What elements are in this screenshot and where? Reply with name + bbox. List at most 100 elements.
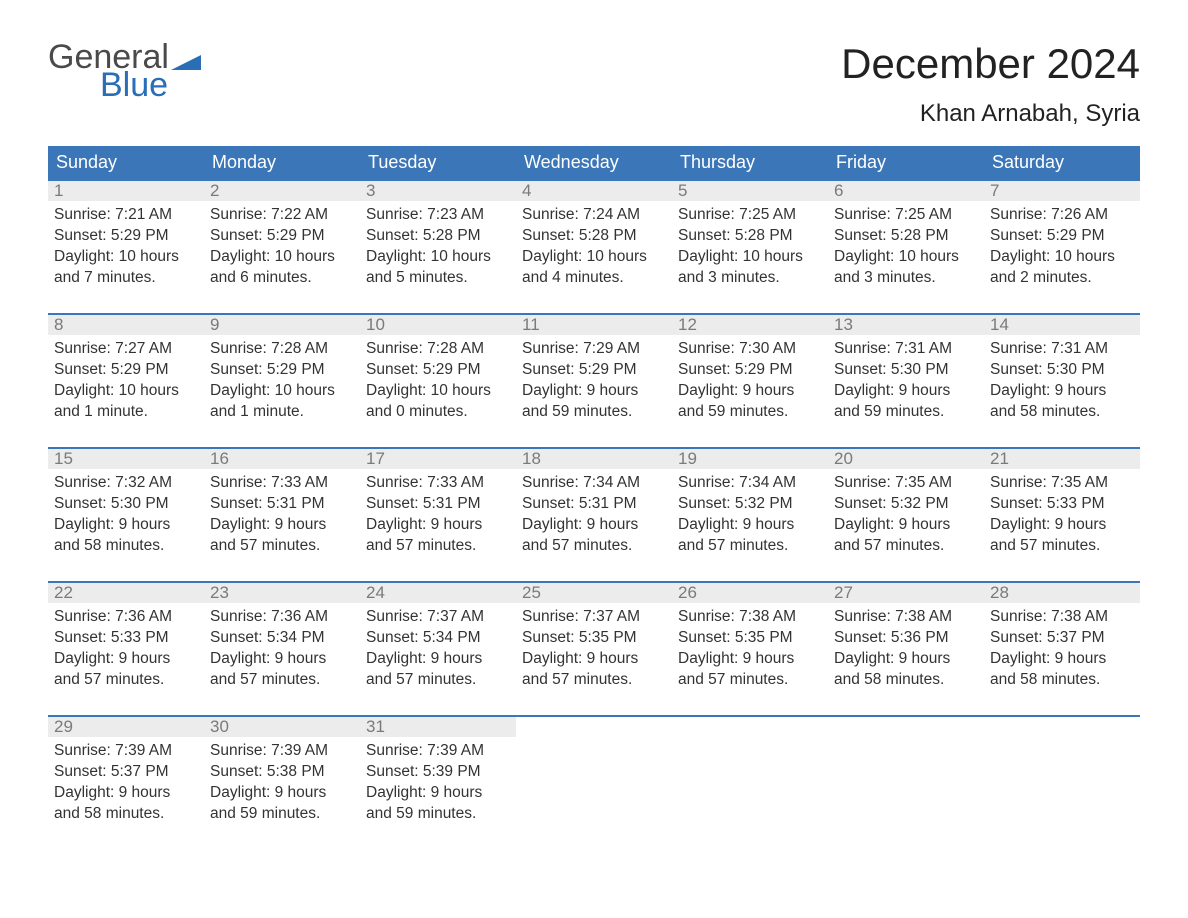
day-number-band: 30 [204, 717, 360, 737]
sunrise-text: Sunrise: 7:25 AM [834, 205, 978, 226]
sunset-text: Sunset: 5:30 PM [54, 494, 198, 515]
day-number-band: 15 [48, 449, 204, 469]
daylight2-text: and 59 minutes. [366, 804, 510, 825]
sunset-text: Sunset: 5:31 PM [210, 494, 354, 515]
day-cell: 1Sunrise: 7:21 AMSunset: 5:29 PMDaylight… [48, 181, 204, 301]
day-number: 15 [54, 449, 198, 469]
sunrise-text: Sunrise: 7:24 AM [522, 205, 666, 226]
day-number-band: 1 [48, 181, 204, 201]
week-row: 8Sunrise: 7:27 AMSunset: 5:29 PMDaylight… [48, 313, 1140, 435]
daylight2-text: and 57 minutes. [678, 670, 822, 691]
day-number: 14 [990, 315, 1134, 335]
day-number-band: 12 [672, 315, 828, 335]
day-cell: 18Sunrise: 7:34 AMSunset: 5:31 PMDayligh… [516, 449, 672, 569]
day-number-band: 3 [360, 181, 516, 201]
daylight2-text: and 4 minutes. [522, 268, 666, 289]
day-cell: 9Sunrise: 7:28 AMSunset: 5:29 PMDaylight… [204, 315, 360, 435]
daylight1-text: Daylight: 9 hours [210, 783, 354, 804]
header: General Blue December 2024 Khan Arnabah,… [48, 40, 1140, 138]
sunset-text: Sunset: 5:28 PM [522, 226, 666, 247]
day-cell: 3Sunrise: 7:23 AMSunset: 5:28 PMDaylight… [360, 181, 516, 301]
day-number-band: 8 [48, 315, 204, 335]
day-cell: 25Sunrise: 7:37 AMSunset: 5:35 PMDayligh… [516, 583, 672, 703]
day-number: 20 [834, 449, 978, 469]
daylight2-text: and 57 minutes. [522, 670, 666, 691]
sunset-text: Sunset: 5:29 PM [54, 360, 198, 381]
day-number: 18 [522, 449, 666, 469]
sunrise-text: Sunrise: 7:21 AM [54, 205, 198, 226]
day-number-band: 27 [828, 583, 984, 603]
sunrise-text: Sunrise: 7:27 AM [54, 339, 198, 360]
day-number-band: 4 [516, 181, 672, 201]
sunset-text: Sunset: 5:32 PM [834, 494, 978, 515]
day-cell: 11Sunrise: 7:29 AMSunset: 5:29 PMDayligh… [516, 315, 672, 435]
day-number: 1 [54, 181, 198, 201]
sunrise-text: Sunrise: 7:31 AM [990, 339, 1134, 360]
day-number: 9 [210, 315, 354, 335]
sunset-text: Sunset: 5:29 PM [210, 360, 354, 381]
sunrise-text: Sunrise: 7:28 AM [366, 339, 510, 360]
sunrise-text: Sunrise: 7:38 AM [834, 607, 978, 628]
daylight2-text: and 57 minutes. [834, 536, 978, 557]
day-cell: 19Sunrise: 7:34 AMSunset: 5:32 PMDayligh… [672, 449, 828, 569]
daylight1-text: Daylight: 10 hours [366, 381, 510, 402]
day-number-band: 20 [828, 449, 984, 469]
daylight1-text: Daylight: 9 hours [366, 515, 510, 536]
sunrise-text: Sunrise: 7:35 AM [990, 473, 1134, 494]
day-number: 17 [366, 449, 510, 469]
daylight2-text: and 57 minutes. [678, 536, 822, 557]
day-number-band: 17 [360, 449, 516, 469]
daylight2-text: and 0 minutes. [366, 402, 510, 423]
sunset-text: Sunset: 5:30 PM [990, 360, 1134, 381]
daylight1-text: Daylight: 10 hours [366, 247, 510, 268]
empty-day-cell [984, 717, 1140, 837]
day-number-band: 6 [828, 181, 984, 201]
sunset-text: Sunset: 5:37 PM [54, 762, 198, 783]
daylight2-text: and 3 minutes. [678, 268, 822, 289]
sunrise-text: Sunrise: 7:22 AM [210, 205, 354, 226]
sunrise-text: Sunrise: 7:37 AM [366, 607, 510, 628]
day-number-band: 25 [516, 583, 672, 603]
day-number: 28 [990, 583, 1134, 603]
day-cell: 28Sunrise: 7:38 AMSunset: 5:37 PMDayligh… [984, 583, 1140, 703]
sunrise-text: Sunrise: 7:39 AM [366, 741, 510, 762]
daylight1-text: Daylight: 9 hours [366, 783, 510, 804]
day-number-band: 16 [204, 449, 360, 469]
sunset-text: Sunset: 5:37 PM [990, 628, 1134, 649]
sunset-text: Sunset: 5:39 PM [366, 762, 510, 783]
daylight2-text: and 57 minutes. [366, 670, 510, 691]
day-cell: 15Sunrise: 7:32 AMSunset: 5:30 PMDayligh… [48, 449, 204, 569]
sunset-text: Sunset: 5:33 PM [990, 494, 1134, 515]
logo: General Blue [48, 40, 201, 102]
weekday-sunday: Sunday [48, 146, 204, 179]
daylight1-text: Daylight: 9 hours [54, 783, 198, 804]
daylight2-text: and 59 minutes. [834, 402, 978, 423]
day-number-band: 10 [360, 315, 516, 335]
sunset-text: Sunset: 5:28 PM [678, 226, 822, 247]
week-row: 15Sunrise: 7:32 AMSunset: 5:30 PMDayligh… [48, 447, 1140, 569]
day-number: 8 [54, 315, 198, 335]
sunset-text: Sunset: 5:30 PM [834, 360, 978, 381]
day-number: 31 [366, 717, 510, 737]
day-cell: 4Sunrise: 7:24 AMSunset: 5:28 PMDaylight… [516, 181, 672, 301]
daylight1-text: Daylight: 10 hours [210, 247, 354, 268]
day-cell: 5Sunrise: 7:25 AMSunset: 5:28 PMDaylight… [672, 181, 828, 301]
day-number-band: 9 [204, 315, 360, 335]
sunrise-text: Sunrise: 7:25 AM [678, 205, 822, 226]
daylight2-text: and 58 minutes. [54, 804, 198, 825]
week-row: 22Sunrise: 7:36 AMSunset: 5:33 PMDayligh… [48, 581, 1140, 703]
day-number-band: 31 [360, 717, 516, 737]
day-cell: 7Sunrise: 7:26 AMSunset: 5:29 PMDaylight… [984, 181, 1140, 301]
day-number-band: 23 [204, 583, 360, 603]
calendar: Sunday Monday Tuesday Wednesday Thursday… [48, 146, 1140, 837]
location-label: Khan Arnabah, Syria [841, 100, 1140, 128]
daylight1-text: Daylight: 9 hours [210, 649, 354, 670]
day-number: 10 [366, 315, 510, 335]
title-block: December 2024 Khan Arnabah, Syria [841, 40, 1140, 138]
sunrise-text: Sunrise: 7:30 AM [678, 339, 822, 360]
day-cell: 22Sunrise: 7:36 AMSunset: 5:33 PMDayligh… [48, 583, 204, 703]
daylight1-text: Daylight: 10 hours [54, 247, 198, 268]
daylight1-text: Daylight: 9 hours [678, 381, 822, 402]
daylight2-text: and 57 minutes. [54, 670, 198, 691]
daylight1-text: Daylight: 9 hours [834, 381, 978, 402]
